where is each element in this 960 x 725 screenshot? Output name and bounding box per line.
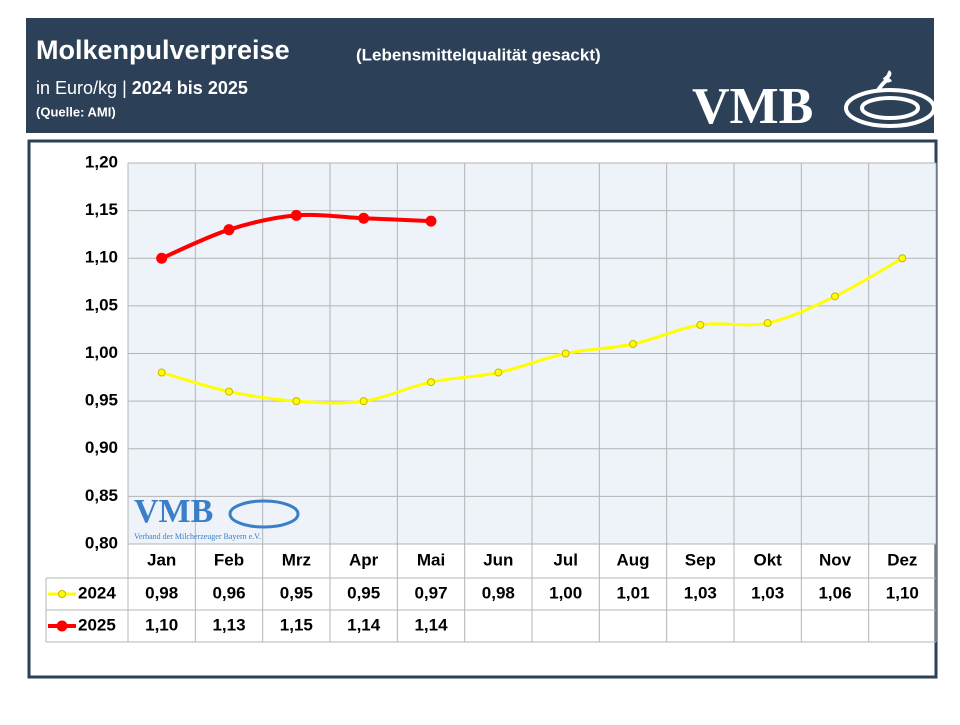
x-tick-label: Dez [887,550,917,569]
table-value: 1,06 [818,583,851,602]
subheader: in Euro/kg | 2024 bis 2025 [36,78,248,98]
x-tick-label: Aug [616,550,649,569]
data-point [359,397,368,406]
table-value: 0,95 [347,583,380,602]
y-tick-label: 1,15 [85,200,118,219]
watermark-text: VMB [134,493,213,530]
table-value: 0,98 [482,583,515,602]
series-line [161,256,904,405]
y-tick-label: 1,10 [85,248,118,267]
table-value: 0,98 [145,583,178,602]
data-point [358,212,370,224]
x-tick-label: Okt [753,550,782,569]
table-value: 1,10 [145,615,178,634]
data-point [292,397,301,406]
x-tick-label: Sep [685,550,716,569]
data-point [696,320,705,329]
watermark: VMB Verband der Milcherzeuger Bayern e.V… [134,493,300,541]
table-value: 1,03 [684,583,717,602]
x-tick-label: Jul [553,550,578,569]
watermark-tagline: Verband der Milcherzeuger Bayern e.V. [134,532,261,541]
x-tick-label: Apr [349,550,379,569]
x-tick-label: Jun [483,550,513,569]
table-value: 1,01 [616,583,649,602]
y-tick-label: 0,90 [85,438,118,457]
data-point [898,254,907,263]
y-tick-label: 0,80 [85,533,118,552]
separator: | [122,78,127,98]
data-point [223,224,235,236]
source: (Quelle: AMI) [36,104,116,119]
x-tick-label: Jan [147,550,176,569]
header-band [26,18,934,133]
table-value: 0,96 [212,583,245,602]
data-point [290,209,302,221]
unit: in Euro/kg [36,78,117,98]
y-tick-label: 1,20 [85,152,118,171]
data-point [629,339,637,348]
legend-marker [56,620,68,632]
period: 2024 bis 2025 [132,78,248,98]
x-tick-label: Feb [214,550,244,569]
logo-mark [844,70,936,128]
logo-text: VMB [692,78,813,135]
y-tick-label: 0,95 [85,391,118,410]
data-point [561,349,570,358]
legend-label: 2024 [78,583,116,602]
data-point [427,378,435,387]
data-point [763,319,772,328]
table-value: 1,14 [414,615,448,634]
table-value: 0,97 [414,583,447,602]
table-value: 1,10 [886,583,919,602]
legend-label: 2025 [78,615,116,634]
legend-marker [58,590,66,598]
x-tick-label: Nov [819,550,852,569]
table-value: 1,13 [212,615,245,634]
table-value: 1,15 [280,615,313,634]
y-tick-label: 1,05 [85,295,118,314]
subtitle: (Lebensmittelqualität gesackt) [356,45,601,64]
data-point [157,368,166,377]
x-tick-label: Mai [417,550,445,569]
watermark-mark [228,499,300,529]
x-tick-label: Mrz [282,550,311,569]
data-point [225,387,233,396]
table-value: 0,95 [280,583,313,602]
y-tick-label: 0,85 [85,486,118,505]
data-point [831,292,839,301]
data-point [156,252,168,264]
data-point [425,215,437,227]
y-tick-label: 1,00 [85,343,118,362]
table-value: 1,00 [549,583,582,602]
table-value: 1,03 [751,583,784,602]
data-point [494,368,503,377]
table-value: 1,14 [347,615,381,634]
title: Molkenpulverpreise [36,35,290,65]
